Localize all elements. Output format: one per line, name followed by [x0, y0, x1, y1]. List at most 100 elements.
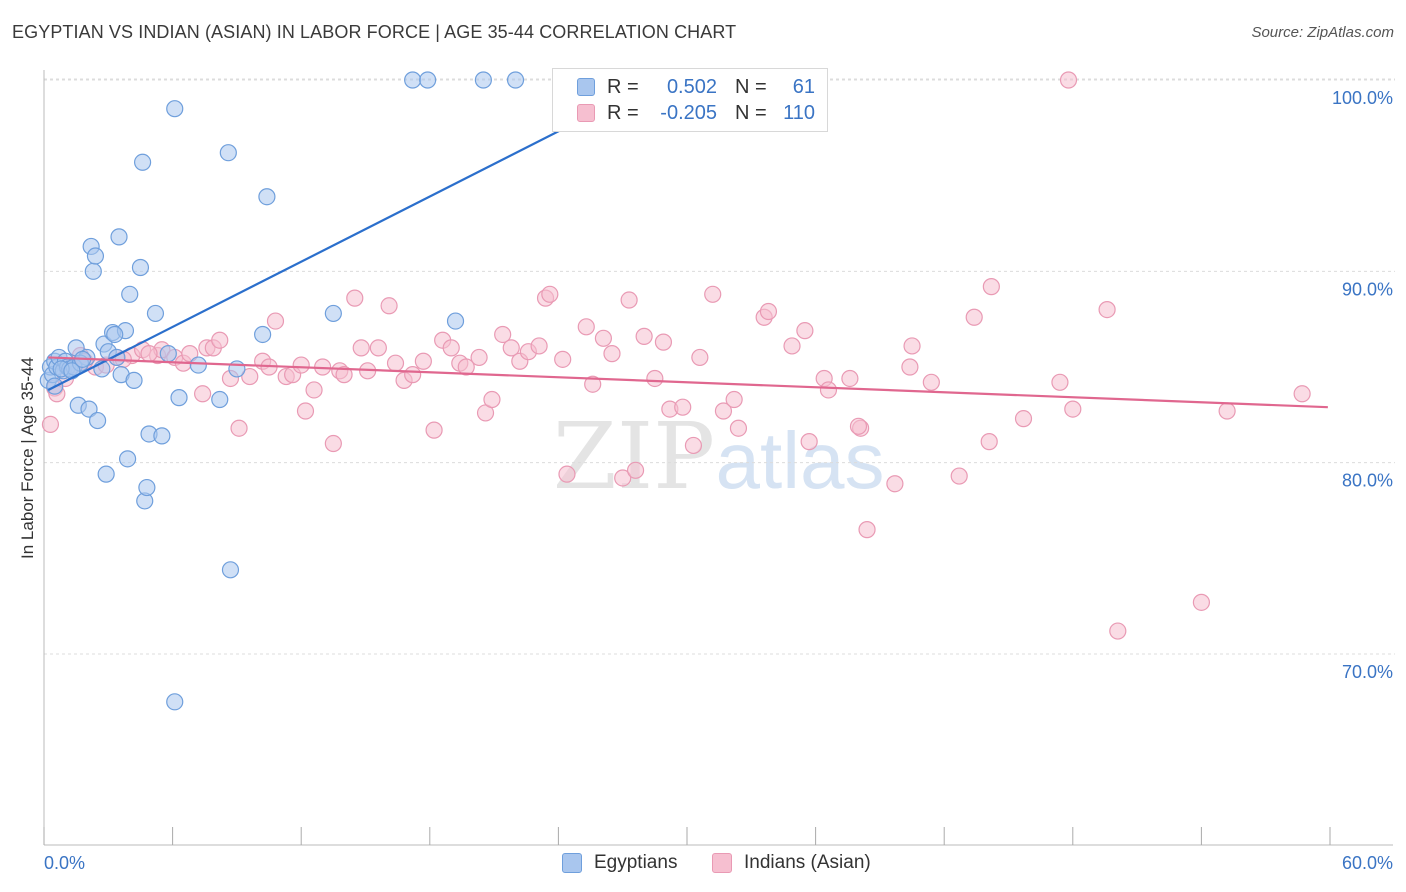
x-tick-label: 0.0% [44, 853, 85, 873]
egyptian-point [131, 258, 150, 277]
egyptian-point [106, 325, 124, 344]
indian-point [241, 367, 259, 386]
watermark-zip: ZIP [553, 403, 715, 510]
egyptian-point [254, 325, 272, 344]
egyptian-point [219, 144, 237, 162]
indian-point [800, 433, 818, 451]
indian-point [903, 337, 921, 355]
indian-point [796, 322, 814, 340]
r-label: R = [607, 101, 639, 124]
indian-point [1051, 373, 1069, 391]
legend-item-indians: Indians (Asian) [712, 852, 871, 874]
indian-point [305, 381, 323, 399]
egyptians-n-value: 61 [792, 75, 815, 98]
egyptian-point [419, 71, 437, 89]
egyptian-point [324, 304, 342, 323]
indian-point [1064, 400, 1082, 418]
source-credit: Source: ZipAtlas.com [1251, 24, 1394, 41]
egyptian-point [80, 400, 98, 418]
indian-point [841, 369, 859, 388]
egyptian-point [474, 71, 492, 89]
indian-point [684, 436, 703, 455]
egyptians-legend-label: Egyptians [594, 852, 678, 873]
egyptian-point [506, 71, 525, 89]
indian-point [483, 390, 501, 409]
indian-point [950, 467, 968, 485]
legend-row-indians: R = -0.205 N = 110 [577, 101, 815, 125]
egyptian-point [84, 262, 102, 280]
x-tick-label: 60.0% [1342, 853, 1393, 873]
indians-legend-label: Indians (Asian) [744, 852, 871, 873]
series-legend: Egyptians Indians (Asian) [0, 852, 1406, 878]
egyptian-point [138, 478, 156, 497]
indian-point [554, 350, 572, 368]
indian-point [1218, 402, 1236, 420]
indian-point [404, 366, 422, 384]
egyptian-point [146, 304, 165, 323]
indian-point [982, 278, 1000, 296]
indian-point [620, 291, 638, 309]
egyptian-point [159, 345, 177, 363]
r-label: R = [607, 75, 639, 98]
egyptian-point [446, 312, 465, 330]
indian-point [646, 369, 664, 388]
indian-point [335, 366, 353, 384]
indian-point [346, 289, 364, 307]
indian-point [1059, 71, 1078, 89]
y-tick-label: 70.0% [1342, 662, 1393, 682]
indian-point [457, 358, 475, 376]
indian-point [380, 297, 398, 315]
y-tick-label: 100.0% [1332, 88, 1393, 108]
indian-point [442, 339, 460, 357]
indian-point [211, 331, 229, 349]
indian-point [614, 469, 632, 487]
indian-point [530, 337, 548, 355]
legend-item-egyptians: Egyptians [562, 852, 677, 874]
indian-point [194, 385, 212, 403]
legend-row-egyptians: R = 0.502 N = 61 [577, 75, 815, 99]
egyptians-trend-line [47, 117, 585, 391]
y-tick-label: 80.0% [1342, 471, 1393, 491]
indian-point [425, 421, 443, 439]
indian-point [759, 302, 778, 321]
egyptian-point [166, 100, 184, 118]
indian-point [603, 345, 621, 363]
egyptians-swatch [577, 78, 595, 96]
n-label: N = [735, 101, 767, 124]
indian-point [965, 308, 983, 326]
indian-point [674, 398, 692, 416]
indians-swatch [577, 104, 595, 122]
egyptian-point [86, 247, 105, 265]
indian-point [296, 402, 315, 420]
indians-n-value: 110 [783, 101, 815, 124]
indians-r-value: -0.205 [660, 101, 717, 124]
y-tick-label: 90.0% [1342, 279, 1393, 299]
egyptian-point [189, 356, 207, 374]
indians-legend-swatch [712, 853, 732, 873]
indian-point [352, 339, 370, 357]
egyptian-point [404, 71, 422, 89]
indian-point [783, 337, 801, 355]
indian-point [594, 329, 613, 347]
indian-point [654, 333, 673, 351]
indian-point [1098, 301, 1116, 319]
indian-point [858, 521, 876, 539]
y-axis-title: In Labor Force | Age 35-44 [18, 357, 37, 559]
egyptian-point [211, 390, 229, 409]
indian-point [725, 390, 743, 409]
indian-point [1192, 593, 1211, 611]
indian-point [41, 415, 60, 433]
egyptian-point [97, 465, 115, 483]
indian-point [886, 475, 904, 493]
indian-point [558, 465, 576, 483]
indian-point [140, 345, 158, 363]
indian-point [714, 402, 733, 420]
egyptian-point [166, 693, 184, 711]
n-label: N = [735, 75, 767, 98]
indian-point [691, 348, 709, 367]
egyptian-point [258, 188, 276, 206]
egyptians-legend-swatch [562, 853, 582, 873]
indian-point [584, 375, 602, 393]
egyptian-point [110, 228, 128, 246]
